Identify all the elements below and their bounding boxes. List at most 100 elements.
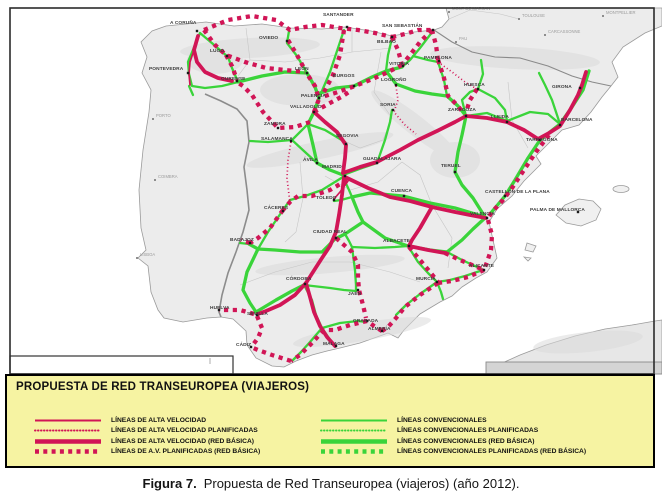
foreign-city-label: PORTO <box>156 113 171 118</box>
foreign-city-label: TOULOUSE <box>522 13 545 18</box>
rail-line-conv_basic <box>350 191 487 219</box>
legend-line-sample-conv_plan <box>320 429 388 432</box>
city-marker <box>352 84 356 88</box>
rail-line-av_plan_basic <box>286 38 307 72</box>
legend-item-label: LÍNEAS DE A.V. PLANIFICADAS (RED BÁSICA) <box>111 448 261 455</box>
city-label: VALLADOLID <box>290 104 322 110</box>
legend-line-sample-conv_plan_basic <box>321 449 387 454</box>
city-marker <box>391 108 395 112</box>
city-label: TERUEL <box>441 163 461 169</box>
rail-line-conv <box>290 138 319 165</box>
rail-line-conv_basic <box>241 247 260 314</box>
rail-line-conv <box>290 122 310 142</box>
legend-title: PROPUESTA DE RED TRANSEUROPEA (VIAJEROS) <box>16 381 310 393</box>
city-marker <box>344 142 348 146</box>
border-spain-portugal <box>204 93 250 318</box>
island-ibiza <box>524 242 537 253</box>
city-label: CASTELLÓN DE LA PLANA <box>485 187 550 195</box>
city-label: BILBAO <box>377 39 396 45</box>
legend-line-sample-av_basic <box>35 438 101 444</box>
rail-line-av_plan <box>286 141 292 203</box>
rail-line-conv <box>476 58 485 91</box>
rail-line-av_basic <box>407 205 434 248</box>
legend-column-conventional: LÍNEAS CONVENCIONALES LÍNEAS CONVENCIONAL… <box>320 416 586 456</box>
legend-item-label: LÍNEAS CONVENCIONALES PLANIFICADAS <box>397 427 539 434</box>
rail-line-av_plan_basic <box>407 245 440 284</box>
city-label: PALMA DE MALLORCA <box>530 207 585 213</box>
city-marker <box>186 71 190 75</box>
city-marker <box>281 209 285 213</box>
city-label: PAMPLONA <box>424 55 452 61</box>
rail-line-av_basic <box>192 34 234 83</box>
city-marker <box>305 71 309 75</box>
foreign-city-marker <box>455 41 457 43</box>
city-markers <box>136 11 604 349</box>
rail-line-av_plan_basic <box>486 133 551 220</box>
city-label: HUELVA <box>210 305 230 311</box>
city-marker <box>390 35 394 39</box>
rail-line-av_plan <box>437 61 478 90</box>
city-marker <box>453 170 457 174</box>
city-marker <box>505 120 509 124</box>
city-marker <box>435 280 439 284</box>
city-marker <box>482 268 486 272</box>
rail-line-av_plan_basic <box>250 315 265 348</box>
city-label: PALENCIA <box>301 93 326 99</box>
city-marker <box>315 161 319 165</box>
rail-line-av_plan_basic <box>305 72 322 113</box>
city-label: CUENCA <box>391 188 413 194</box>
rail-line-av_plan_basic <box>322 29 347 94</box>
rail-line-av_plan_basic <box>321 63 403 100</box>
city-marker <box>303 282 307 286</box>
city-label: LLEIDA <box>491 114 509 120</box>
city-marker <box>476 87 480 91</box>
city-label: GRANADA <box>353 318 379 324</box>
city-label: CÁDIZ <box>236 341 251 348</box>
rail-line-conv <box>320 319 368 330</box>
city-marker <box>235 79 239 83</box>
city-marker <box>375 161 379 165</box>
legend-line-sample-av_plan <box>34 429 102 432</box>
city-label: BARCELONA <box>561 117 593 123</box>
city-marker <box>195 29 199 33</box>
rail-line-conv <box>187 84 195 97</box>
city-label: ALBACETE <box>383 238 411 244</box>
rail-line-av_plan_basic <box>250 345 292 364</box>
rail-line-av_basic <box>407 244 447 255</box>
city-marker <box>248 241 252 245</box>
rail-line-av_plan_basic <box>289 328 326 363</box>
foreign-city-label: CARCASSONNE <box>548 29 581 34</box>
rail-line-conv <box>537 71 562 126</box>
city-marker <box>437 59 441 63</box>
legend-line-sample-av <box>35 419 101 421</box>
figure-caption: Figura 7. Propuesta de Red Transeuropea (… <box>0 476 662 491</box>
rail-line-av_plan_basic <box>219 307 255 317</box>
rail-line-av_plan_basic <box>312 88 354 114</box>
legend-column-high-speed: LÍNEAS DE ALTA VELOCIDAD LÍNEAS DE ALTA V… <box>34 416 318 456</box>
caption-label: Figura 7. <box>142 476 197 491</box>
rail-line-av_plan_basic <box>203 13 393 40</box>
city-marker <box>431 28 435 32</box>
city-label: MADRID <box>322 164 342 170</box>
foreign-city-label: PAU <box>459 36 467 41</box>
rail-line-conv <box>248 138 294 144</box>
city-marker <box>345 25 349 29</box>
city-label: A CORUÑA <box>170 19 197 26</box>
city-label: SORIA <box>380 102 396 108</box>
city-marker <box>578 86 582 90</box>
rail-line-av_basic <box>312 110 348 175</box>
city-label: BADAJOZ <box>230 237 254 243</box>
city-label: BURGOS <box>333 73 355 79</box>
city-label: ÁVILA <box>303 156 318 163</box>
rail-line-av_plan_basic <box>235 80 311 131</box>
city-marker <box>380 329 384 333</box>
city-label: TARRAGONA <box>526 137 558 143</box>
rail-line-av_plan_basic <box>334 236 369 319</box>
city-marker <box>312 110 316 114</box>
city-label: GIRONA <box>552 84 572 90</box>
city-label: LOGROÑO <box>381 76 407 83</box>
legend-line-sample-av_plan_basic <box>35 449 101 454</box>
foreign-city-marker <box>602 15 604 17</box>
rail-line-av_plan_basic <box>481 219 495 271</box>
city-marker <box>356 288 360 292</box>
